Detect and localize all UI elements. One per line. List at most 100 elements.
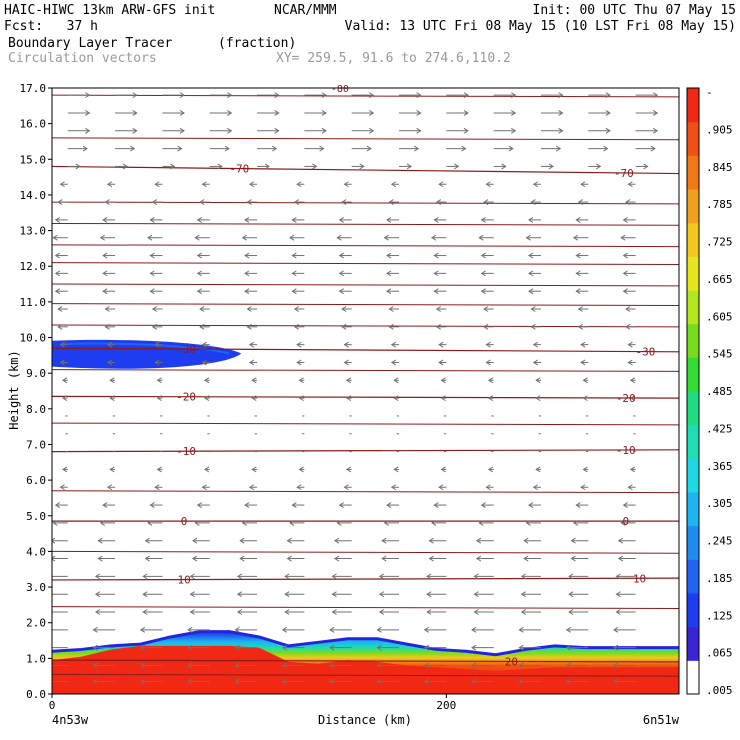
wind-vector-head [291,288,297,295]
wind-vector-head [99,519,105,526]
y-tick-label: 0.0 [26,688,46,701]
wind-vector-head [59,359,65,366]
wind-vector-head [428,537,434,544]
wind-vector-head [139,644,146,651]
wind-vector-head [565,644,571,651]
wind-vector-head [341,199,347,205]
wind-vector-head [234,662,240,669]
wind-vector-head [620,519,626,526]
wind-vector-head [433,502,439,508]
wind-vector-head [274,92,280,99]
wind-vector-head [274,110,280,116]
wind-vector-head [338,502,344,508]
y-tick-label: 5.0 [26,510,46,523]
wind-vector-head [580,341,586,348]
wind-vector-head [312,163,318,170]
wind-vector-head [106,341,113,348]
wind-vector-head [246,199,252,205]
wind-vector-head [406,163,412,170]
model-title: HAIC-HIWC 13km ARW-GFS init [4,3,216,18]
wind-vector-head [296,359,302,366]
wind-vector-head [341,323,347,330]
wind-vector-head [565,626,571,633]
wind-vector-head [199,199,205,205]
wind-vector-head [378,609,385,615]
wind-vector-head [144,555,150,562]
wind-vector-head [381,537,387,544]
wind-vector-head [575,502,581,508]
wind-vector-head [201,181,207,188]
contour-label: 20 [505,655,518,668]
wind-vector-head [194,234,200,241]
wind-vector-head [102,216,108,223]
wind-vector-head [248,341,255,348]
colorbar-swatch [687,189,699,224]
wind-vector-head [234,644,240,651]
wind-vector-head [54,270,61,277]
wind-vector-head [622,502,628,508]
wind-vector-head [338,288,344,295]
wind-vector-head [430,234,437,241]
wind-vector-head [201,484,207,491]
wind-vector-head [52,537,56,544]
vector-field-name: Circulation vectors [8,51,157,66]
wind-vector-head [329,626,335,633]
wind-vector-head [179,127,185,134]
wind-vector-head [296,484,302,491]
wind-vector-head [471,626,477,633]
wind-vector-head [338,252,344,259]
wind-vector-head [151,199,158,205]
wind-vector-head [293,323,300,330]
colorbar-swatch [687,660,699,695]
wind-vector-head [236,609,243,615]
colorbar-swatch [687,424,699,459]
wind-vector-head [151,323,158,330]
colorbar-label: .305 [706,497,733,510]
wind-vector-head [428,555,434,562]
y-tick-label: 13.0 [20,225,47,238]
wind-vector-head [577,323,583,330]
wind-vector-head [196,270,203,277]
wind-vector-head [528,252,534,259]
wind-vector-head [615,573,621,580]
wind-vector-head [54,502,61,508]
wind-vector-head [528,502,534,508]
wind-vector-head [130,145,136,152]
wind-vector-head [625,199,631,205]
contour-line [52,369,679,372]
wind-vector-head [139,662,146,669]
wind-vector-head [388,323,394,330]
wind-vector-head [390,341,397,348]
wind-vector-head [336,234,342,241]
wind-vector-head [617,537,624,544]
wind-vector-head [652,127,659,134]
wind-vector-head [291,216,297,223]
wind-vector-head [528,216,534,223]
wind-vector-head [191,555,198,562]
wind-vector-head [154,341,160,348]
temperature-contours [52,94,679,677]
wind-vector-head [147,519,153,526]
wind-vector-head [525,519,531,526]
colorbar-label: .185 [706,572,733,585]
wind-vector-head [284,609,290,615]
wind-vector-head [485,484,491,491]
wind-vector-head [510,110,517,116]
contour-label: -70 [229,163,249,176]
wind-vector-head [473,591,479,598]
wind-vector-head [92,678,98,685]
y-tick-label: 3.0 [26,581,46,594]
wind-vector-head [435,306,442,312]
wind-vector-head [487,466,494,473]
wind-vector-head [423,662,430,669]
wind-vector-head [154,484,160,491]
wind-vector-head [321,110,327,116]
wind-vector-head [423,626,430,633]
wind-vector-head [291,502,297,508]
wind-vector-head [535,377,541,384]
wind-vector-head [605,92,611,99]
wind-vector-head [286,537,292,544]
wind-vector-head [471,678,477,685]
contour-line [52,324,679,328]
wind-vector-head [520,591,527,598]
